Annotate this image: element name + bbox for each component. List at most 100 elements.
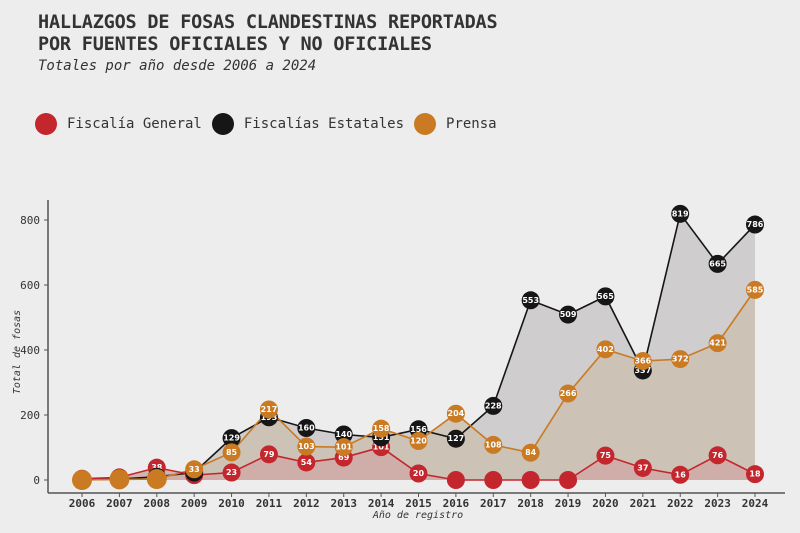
point-prensa: [671, 350, 690, 369]
point-label-fiscal-a-general: 69: [338, 453, 350, 462]
x-tick-label: 2007: [106, 497, 133, 510]
x-tick-label: 2013: [330, 497, 357, 510]
point-prensa: [72, 470, 92, 490]
point-label-prensa: 85: [226, 448, 238, 457]
point-prensa: [109, 469, 130, 490]
chart-title: HALLAZGOS DE FOSAS CLANDESTINAS REPORTAD…: [38, 12, 498, 56]
point-label-prensa: 217: [261, 405, 278, 414]
point-fiscal-as-estatales: [222, 429, 241, 448]
x-tick-label: 2023: [704, 497, 731, 510]
legend-label: Fiscalías Estatales: [243, 116, 405, 132]
point-prensa: [259, 400, 278, 419]
point-label-prensa: 372: [672, 355, 689, 364]
x-tick-label: 2015: [405, 497, 432, 510]
point-label-fiscal-a-general: 76: [712, 451, 724, 460]
x-tick-label: 2008: [144, 497, 171, 510]
point-prensa: [633, 352, 652, 371]
y-tick-label: 200: [20, 409, 40, 422]
x-tick-label: 2019: [555, 497, 582, 510]
point-label-fiscal-a-general: 16: [675, 470, 687, 479]
point-label-prensa: 108: [485, 440, 502, 449]
point-fiscal-a-general: [596, 446, 615, 465]
legend-marker-fiscalias-estatales: [211, 113, 234, 135]
point-label-prensa: 158: [373, 424, 390, 433]
series-points: 3823795469101207537167618231291931601401…: [72, 204, 764, 490]
point-label-fiscal-a-general: 23: [226, 468, 237, 477]
point-label-fiscal-a-general: 101: [373, 443, 390, 452]
point-label-prensa: 101: [335, 443, 352, 452]
legend-marker-prensa: [414, 113, 437, 135]
x-tick-label: 2020: [592, 497, 619, 510]
point-label-fiscal-a-general: 20: [413, 469, 425, 478]
point-fiscal-a-general: [746, 465, 764, 484]
title-line-1: HALLAZGOS DE FOSAS CLANDESTINAS REPORTAD…: [38, 12, 498, 33]
point-label-fiscal-as-estatales: 565: [597, 292, 614, 301]
x-tick-label: 2016: [443, 497, 470, 510]
title-line-2: POR FUENTES OFICIALES Y NO OFICIALES: [38, 34, 432, 55]
point-prensa: [222, 443, 241, 462]
point-fiscal-a-general: [222, 463, 241, 482]
point-fiscal-a-general: [708, 446, 727, 465]
x-tick-label: 2022: [667, 497, 694, 510]
point-fiscal-as-estatales: [521, 291, 540, 310]
legend-marker-fiscalia-general: [35, 113, 57, 135]
point-fiscal-as-estatales: [746, 215, 764, 234]
point-fiscal-a-general: [446, 471, 465, 489]
point-prensa: [446, 404, 465, 423]
point-prensa: [409, 432, 428, 450]
point-label-prensa: 366: [634, 357, 651, 366]
point-fiscal-a-general: [297, 453, 316, 472]
point-fiscal-as-estatales: [596, 287, 615, 306]
point-label-fiscal-as-estatales: 228: [485, 401, 502, 410]
point-label-fiscal-as-estatales: 786: [747, 220, 764, 229]
legend: Fiscalía General Fiscalías Estatales Pre…: [35, 113, 507, 135]
point-fiscal-as-estatales: [671, 204, 690, 223]
point-fiscal-as-estatales: [334, 425, 353, 444]
legend-label: Prensa: [446, 116, 497, 132]
point-label-fiscal-as-estatales: 129: [223, 434, 240, 443]
point-fiscal-a-general: [484, 471, 503, 489]
point-fiscal-as-estatales: [446, 429, 465, 448]
x-tick-label: 2009: [181, 497, 208, 510]
point-label-fiscal-as-estatales: 156: [410, 425, 427, 434]
y-tick-label: 600: [20, 279, 40, 292]
legend-label: Fiscalía General: [67, 116, 202, 132]
y-axis-title: Total de fosas: [12, 310, 23, 394]
point-label-prensa: 585: [747, 285, 764, 294]
series-areas: [82, 213, 755, 480]
point-label-prensa: 84: [525, 448, 537, 457]
point-label-fiscal-a-general: 79: [263, 450, 275, 459]
x-tick-label: 2018: [517, 497, 544, 510]
x-axis-title: Año de registro: [372, 510, 463, 521]
x-tick-label: 2006: [69, 497, 96, 510]
point-label-fiscal-as-estatales: 819: [672, 209, 689, 218]
legend-item-fiscalias-estatales: Fiscalías Estatales: [211, 113, 405, 135]
point-label-fiscal-as-estatales: 553: [522, 296, 539, 305]
point-prensa: [146, 469, 167, 490]
point-prensa: [746, 280, 764, 299]
point-label-prensa: 33: [189, 465, 200, 474]
y-tick-label: 800: [20, 214, 40, 227]
point-fiscal-a-general: [671, 465, 690, 484]
point-label-fiscal-as-estatales: 665: [709, 259, 726, 268]
x-tick-label: 2024: [742, 497, 769, 510]
area-fiscal-a-general: [82, 447, 755, 480]
point-label-fiscal-as-estatales: 509: [560, 310, 577, 319]
x-tick-label: 2011: [256, 497, 283, 510]
point-prensa: [708, 334, 727, 353]
chart-subtitle: Totales por año desde 2006 a 2024: [38, 58, 317, 74]
point-label-fiscal-a-general: 75: [600, 451, 612, 460]
point-fiscal-as-estatales: [559, 305, 578, 324]
area-prensa: [82, 289, 755, 480]
point-fiscal-a-general: [633, 458, 652, 477]
x-tick-label: 2012: [293, 497, 320, 510]
y-tick-label: 0: [33, 474, 40, 487]
legend-item-prensa: Prensa: [414, 113, 497, 135]
point-label-prensa: 204: [448, 409, 465, 418]
point-prensa: [559, 384, 578, 403]
point-label-prensa: 103: [298, 442, 315, 451]
point-label-fiscal-as-estatales: 127: [448, 434, 465, 443]
point-fiscal-a-general: [259, 445, 278, 464]
point-fiscal-a-general: [559, 471, 578, 489]
